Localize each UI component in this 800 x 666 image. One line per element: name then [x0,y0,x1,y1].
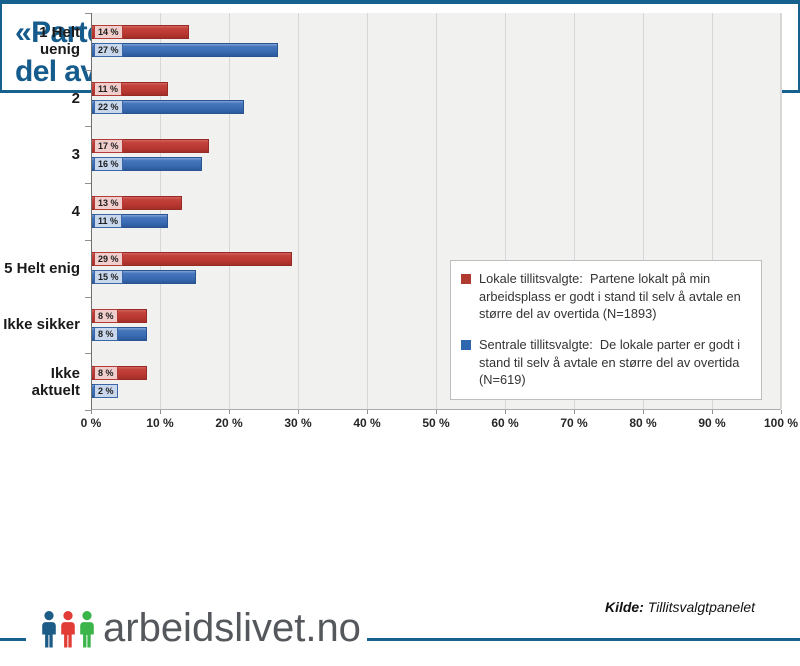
y-axis-tick [85,297,91,298]
bar-blue [92,100,244,115]
legend-label-sentrale: Sentrale tillitsvalgte: De lokale parter… [479,336,744,388]
y-axis-tick [85,240,91,241]
y-axis-tick [85,126,91,127]
x-axis-tick-label: 50 % [422,416,450,430]
gridline [712,13,713,409]
legend-entry-lokale: Lokale tillitsvalgte: Partene lokalt på … [461,270,753,323]
category-label: Ikke aktuelt [31,364,80,399]
legend-label-lokale: Lokale tillitsvalgte: Partene lokalt på … [479,271,745,322]
x-axis-tick-label: 40 % [353,416,381,430]
legend-marker-blue-icon [461,339,471,350]
bar-data-label: 15 % [94,270,123,285]
bar-data-label: 17 % [94,138,123,153]
x-axis-tick-label: 20 % [215,416,243,430]
bar-data-label: 29 % [94,252,123,267]
y-axis-tick [85,353,91,354]
gridline [574,13,575,409]
category-label: 1 Helt uenig [39,24,80,59]
legend-entry-sentrale: Sentrale tillitsvalgte: De lokale parter… [461,336,753,389]
gridline [160,13,161,409]
category-label: 4 [71,202,80,220]
category-label: Ikke sikker [3,316,80,334]
x-axis-tick-label: 100 % [763,416,799,430]
source-label: Kilde: [604,599,644,615]
x-axis-tick [574,410,575,414]
x-axis-tick [91,410,92,414]
bar-data-label: 16 % [94,156,123,171]
x-axis-tick-label: 0 % [80,416,102,430]
footer-rule-left [0,638,26,641]
chart-legend: Lokale tillitsvalgte: Partene lokalt på … [450,260,762,400]
bar-blue [92,43,278,58]
x-axis-tick-label: 30 % [284,416,312,430]
person-icon [42,611,56,648]
x-axis-tick [160,410,161,414]
bar-data-label: 14 % [94,25,123,40]
x-axis-tick [436,410,437,414]
x-axis-tick [229,410,230,414]
category-label: 3 [71,146,80,164]
bar-data-label: 11 % [94,213,123,228]
bar-data-label: 27 % [94,43,123,58]
y-axis-tick [85,13,91,14]
footer-rule-right [367,638,800,641]
person-icon [61,611,75,648]
x-axis-tick [781,410,782,414]
bar-red [92,252,292,267]
gridline [298,13,299,409]
x-axis-tick [643,410,644,414]
y-axis-tick [85,410,91,411]
category-label: 5 Helt enig [4,259,80,277]
x-axis-tick-label: 90 % [698,416,726,430]
gridline [505,13,506,409]
y-axis-category-labels: 1 Helt uenig 2 3 4 5 Helt enig Ikke sikker Ikk… [0,13,80,410]
bar-data-label: 8 % [94,308,118,323]
gridline [367,13,368,409]
source-note: Kilde: Tillitsvalgtpanelet [605,599,755,615]
x-axis-tick-label: 80 % [629,416,657,430]
bar-data-label: 8 % [94,326,118,341]
bar-data-label: 22 % [94,100,123,115]
x-axis-tick-label: 10 % [146,416,174,430]
person-icon [80,611,94,648]
gridline [643,13,644,409]
bar-data-label: 11 % [94,82,123,97]
y-axis-tick [85,183,91,184]
bar-data-label: 13 % [94,195,123,210]
x-axis-tick-label: 70 % [560,416,588,430]
bar-chart: 14 % 27 % 11 % 22 % 17 % 16 % 13 % 11 % 29 % 15 %… [0,13,799,430]
bar-data-label: 2 % [94,383,118,398]
gridline [781,13,782,409]
x-axis-tick [505,410,506,414]
y-axis-tick [85,70,91,71]
x-axis-tick [712,410,713,414]
category-label: 2 [71,89,80,107]
gridline [436,13,437,409]
source-value: Tillitsvalgtpanelet [643,599,755,615]
legend-marker-red-icon [461,274,471,284]
gridline [229,13,230,409]
bar-data-label: 8 % [94,365,118,380]
arbeidslivet-logo-people-icon [41,611,95,648]
x-axis-tick-label: 60 % [491,416,519,430]
arbeidslivet-logo-text: arbeidslivet.no [103,606,361,650]
x-axis-tick [298,410,299,414]
x-axis-tick [367,410,368,414]
